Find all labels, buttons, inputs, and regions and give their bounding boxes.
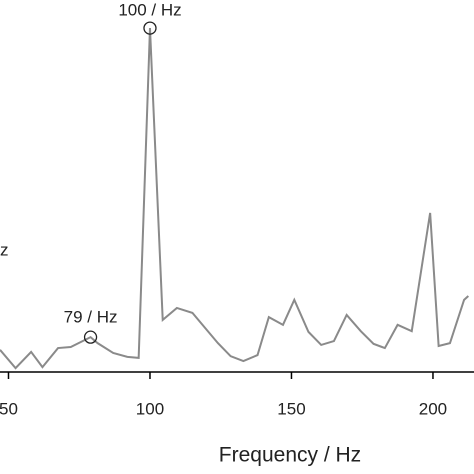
x-tick-label: 50 xyxy=(0,399,18,418)
annotation: z xyxy=(0,240,9,259)
annotation: 79 / Hz xyxy=(64,308,118,327)
x-axis-label: Frequency / Hz xyxy=(219,444,361,467)
line xyxy=(0,28,470,370)
annotation: 100 / Hz xyxy=(118,1,181,20)
x-tick-label: 100 xyxy=(136,399,164,418)
highlight-circle xyxy=(83,330,98,344)
x-tick-label: 200 xyxy=(419,399,447,418)
x-tick-label: 150 xyxy=(277,399,305,418)
highlight-circle xyxy=(143,21,157,35)
